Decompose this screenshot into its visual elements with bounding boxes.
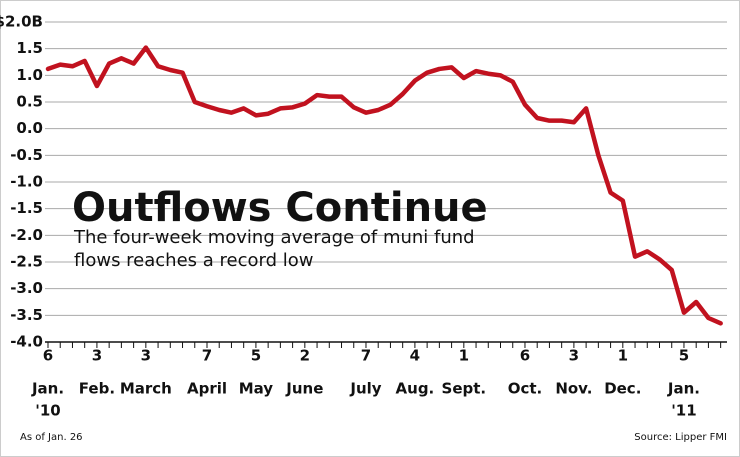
y-tick-label: -4.0 bbox=[10, 333, 43, 351]
y-tick-label: 0.0 bbox=[16, 119, 43, 137]
y-tick-label: 0.5 bbox=[16, 93, 43, 111]
source: Source: Lipper FMI bbox=[634, 432, 727, 443]
x-tick-month: Dec. bbox=[604, 380, 641, 398]
x-tick-day: 6 bbox=[43, 347, 53, 365]
x-tick-day: 3 bbox=[92, 347, 102, 365]
y-tick-label: -0.5 bbox=[10, 146, 43, 164]
x-tick-day: 1 bbox=[618, 347, 628, 365]
x-tick-month: Sept. bbox=[442, 380, 487, 398]
y-tick-label: $2.0B bbox=[0, 13, 43, 31]
x-tick-month: Oct. bbox=[508, 380, 543, 398]
y-tick-label: -2.0 bbox=[10, 226, 43, 244]
x-tick-month: March bbox=[120, 380, 172, 398]
y-tick-label: -1.5 bbox=[10, 199, 43, 217]
x-tick-month: Jan. bbox=[31, 380, 64, 398]
x-tick-month: April bbox=[187, 380, 227, 398]
x-tick-day: 2 bbox=[300, 347, 310, 365]
chart-subtitle: The four-week moving average of muni fun… bbox=[74, 227, 475, 271]
x-tick-year: '11 bbox=[671, 402, 696, 420]
x-tick-month: Nov. bbox=[555, 380, 592, 398]
x-tick-day: 5 bbox=[251, 347, 261, 365]
y-tick-label: -3.5 bbox=[10, 306, 43, 324]
x-tick-month: June bbox=[285, 380, 323, 398]
x-tick-day: 7 bbox=[202, 347, 212, 365]
y-tick-label: -1.0 bbox=[10, 173, 43, 191]
y-tick-label: 1.0 bbox=[16, 66, 43, 84]
x-tick-day: 3 bbox=[141, 347, 151, 365]
note: As of Jan. 26 bbox=[20, 432, 83, 443]
x-tick-day: 4 bbox=[410, 347, 420, 365]
x-tick-month: Aug. bbox=[396, 380, 435, 398]
line-series bbox=[45, 45, 723, 326]
x-tick-day: 6 bbox=[520, 347, 530, 365]
x-tick-month: July bbox=[349, 380, 381, 398]
x-tick-day: 7 bbox=[361, 347, 371, 365]
x-tick-month: May bbox=[239, 380, 274, 398]
x-tick-day: 1 bbox=[459, 347, 469, 365]
x-tick-month: Feb. bbox=[79, 380, 115, 398]
y-tick-label: -3.0 bbox=[10, 279, 43, 297]
x-tick-day: 3 bbox=[569, 347, 579, 365]
x-tick-day: 5 bbox=[679, 347, 689, 365]
chart-title: Outflows Continue bbox=[72, 185, 488, 231]
x-tick-year: '10 bbox=[35, 402, 60, 420]
y-tick-label: 1.5 bbox=[16, 39, 43, 57]
y-tick-label: -2.5 bbox=[10, 253, 43, 271]
x-tick-month: Jan. bbox=[667, 380, 700, 398]
